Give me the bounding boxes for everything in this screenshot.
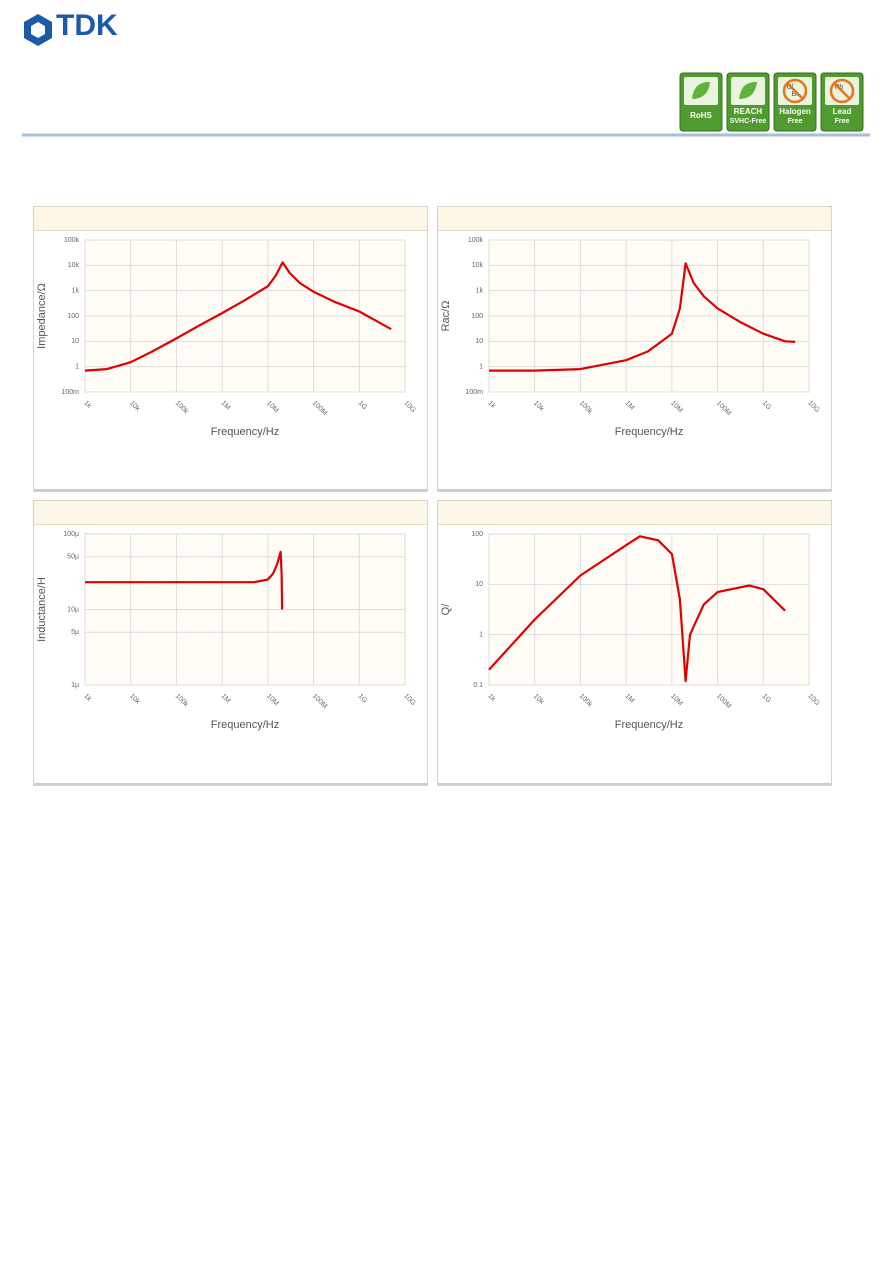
panel-shadow <box>438 489 831 491</box>
plot-area <box>488 533 810 686</box>
x-tick-label: 1M <box>219 400 231 412</box>
y-tick-label: 10µ <box>67 606 79 613</box>
x-tick-label: 1M <box>219 693 231 705</box>
badge-icon <box>692 81 710 99</box>
y-tick-label: 100k <box>468 237 484 244</box>
y-tick-label: 100 <box>471 313 483 320</box>
y-tick-label: 10k <box>472 262 484 269</box>
y-tick-label: 1 <box>75 364 79 371</box>
y-axis-title: Q/ <box>440 603 452 616</box>
x-tick-label: 1G <box>761 693 773 705</box>
y-tick-label: 10 <box>71 338 79 345</box>
badge-text: Free <box>788 118 803 125</box>
chart-panel: 1k 10k 100k 1M 10M 100M 1G 10G1µ5µ10µ50µ100µFre… <box>33 500 428 786</box>
y-tick-label: 100k <box>64 237 80 244</box>
badge-text: Free <box>835 118 850 125</box>
badge-icon <box>829 78 855 104</box>
panel-header <box>438 207 831 230</box>
badge-icon-text: Br <box>792 91 800 98</box>
x-tick-label: 1k <box>82 693 93 704</box>
panel-shadow <box>34 783 427 785</box>
badge-icon-slash <box>786 82 804 100</box>
x-tick-label: 1M <box>623 693 635 705</box>
badge-icon-slash <box>833 82 851 100</box>
data-line <box>85 550 284 610</box>
badge-icon <box>782 78 808 104</box>
y-tick-label: 100m <box>61 389 79 396</box>
y-tick-label: 10 <box>475 581 483 588</box>
x-axis-title: Frequency/Hz <box>211 719 279 731</box>
y-tick-label: 1 <box>479 364 483 371</box>
logo: TDK <box>24 9 118 46</box>
y-tick-label: 100 <box>471 531 483 538</box>
chart-panel: 1k 10k 100k 1M 10M 100M 1G 10G0.1110100Frequenc… <box>437 500 832 786</box>
y-tick-label: 1 <box>479 632 483 639</box>
x-axis-title: Frequency/Hz <box>211 426 279 438</box>
y-tick-label: 1µ <box>71 682 79 689</box>
x-tick-label: 1G <box>761 400 773 412</box>
logo-mark-inner <box>31 22 45 38</box>
badge-text: Halogen <box>779 107 811 116</box>
x-axis-title: Frequency/Hz <box>615 719 683 731</box>
y-axis-title: Impedance/Ω <box>36 283 48 349</box>
panel-header <box>34 207 427 230</box>
x-tick-label: 1M <box>623 400 635 412</box>
x-tick-label: 1G <box>357 693 369 705</box>
y-tick-label: 10k <box>68 262 80 269</box>
y-tick-label: 5µ <box>71 629 79 636</box>
badge-text: REACH <box>734 107 763 116</box>
badge-icon <box>739 81 757 99</box>
y-axis-title: Inductance/H <box>36 577 48 642</box>
badge-text: SVHC-Free <box>730 118 767 125</box>
y-tick-label: 100µ <box>63 531 79 538</box>
data-line <box>489 262 796 372</box>
y-tick-label: 1k <box>476 288 484 295</box>
y-tick-label: 0.1 <box>473 682 483 689</box>
panel-shadow <box>34 489 427 491</box>
y-axis-title: Rac/Ω <box>440 301 452 332</box>
badge-text: RoHS <box>690 111 712 120</box>
x-tick-label: 1k <box>486 400 497 411</box>
data-line <box>84 261 392 372</box>
y-tick-label: 50µ <box>67 554 79 561</box>
y-tick-label: 100 <box>67 313 79 320</box>
logo-text: TDK <box>56 9 118 42</box>
x-tick-label: 1k <box>486 693 497 704</box>
chart-panel: 1k 10k 100k 1M 10M 100M 1G 10G100m1101001k10k10… <box>437 206 832 492</box>
panel-header <box>34 501 427 524</box>
panel-shadow <box>438 783 831 785</box>
chart-panel: 1k 10k 100k 1M 10M 100M 1G 10G100m1101001k10k10… <box>33 206 428 492</box>
y-tick-label: 100m <box>465 389 483 396</box>
y-tick-label: 10 <box>475 338 483 345</box>
y-tick-label: 1k <box>72 288 80 295</box>
x-axis-title: Frequency/Hz <box>615 426 683 438</box>
data-line <box>488 535 786 683</box>
x-tick-label: 1G <box>357 400 369 412</box>
panel-header <box>438 501 831 524</box>
badge-text: Lead <box>833 107 852 116</box>
x-tick-label: 1k <box>82 400 93 411</box>
